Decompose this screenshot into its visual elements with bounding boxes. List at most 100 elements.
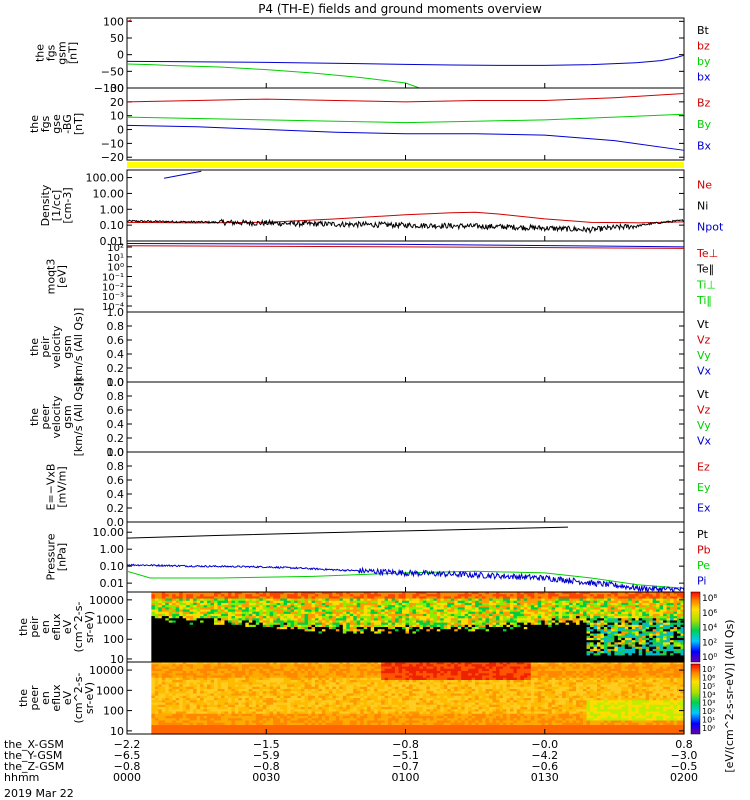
heatmap-cell (624, 598, 629, 602)
heatmap-cell (241, 655, 246, 659)
heatmap-cell (596, 607, 602, 611)
heatmap-cell (485, 659, 490, 663)
heatmap-cell (520, 640, 525, 643)
heatmap-cell (391, 605, 396, 608)
heatmap-cell (200, 594, 205, 597)
heatmap-cell (346, 624, 351, 628)
heatmap-cell (234, 642, 239, 646)
heatmap-cell (621, 598, 626, 602)
heatmap-cell (586, 618, 591, 622)
heatmap-cell (454, 596, 459, 600)
heatmap-cell (241, 594, 246, 597)
heatmap-cell (551, 613, 556, 617)
heatmap-cell (412, 633, 417, 637)
heatmap-cell (311, 600, 316, 604)
heatmap-cell (541, 616, 546, 619)
heatmap-cell (440, 609, 445, 613)
heatmap-cell (234, 648, 239, 652)
heatmap-cell (534, 624, 539, 628)
heatmap-cell (227, 602, 233, 606)
heatmap-cell (137, 596, 142, 600)
heatmap-cell (436, 657, 441, 661)
heatmap-cell (266, 633, 271, 637)
heatmap-cell (200, 607, 205, 611)
heatmap-cell (586, 659, 591, 663)
heatmap-cell (527, 622, 532, 626)
heatmap-cell (353, 611, 358, 615)
heatmap-cell (360, 655, 365, 659)
heatmap-cell (551, 609, 556, 613)
heatmap-cell (147, 609, 152, 613)
series-Pe (126, 570, 685, 589)
heatmap-cell (367, 631, 372, 635)
heatmap-cell (311, 605, 316, 608)
heatmap-cell (586, 640, 591, 643)
heatmap-cell (489, 631, 494, 635)
heatmap-cell (576, 609, 581, 613)
heatmap-cell (402, 609, 407, 613)
heatmap-cell (248, 629, 253, 632)
heatmap-cell (562, 622, 567, 626)
heatmap-cell (182, 637, 187, 641)
heatmap-cell (593, 596, 598, 600)
heatmap-cell (179, 609, 184, 613)
heatmap-cell (391, 596, 396, 600)
heatmap-cell (586, 602, 591, 606)
heatmap-cell (583, 657, 588, 661)
heatmap-cell (607, 657, 612, 661)
heatmap-cell (530, 598, 535, 602)
heatmap-cell (638, 592, 643, 595)
heatmap-cell (509, 635, 515, 639)
heatmap-cell (297, 602, 302, 606)
heatmap-cell (294, 600, 299, 604)
heatmap-cell (308, 637, 313, 641)
heatmap-cell (576, 618, 581, 622)
heatmap-cell (325, 618, 330, 622)
heatmap-cell (527, 620, 532, 624)
heatmap-cell (346, 596, 351, 600)
heatmap-cell (273, 629, 278, 632)
heatmap-cell (154, 642, 159, 646)
heatmap-cell (506, 657, 511, 661)
heatmap-cell (450, 659, 455, 663)
heatmap-cell (555, 609, 560, 613)
heatmap-cell (398, 635, 403, 639)
heatmap-cell (179, 651, 184, 654)
heatmap-cell (583, 642, 588, 646)
heatmap-cell (447, 642, 452, 646)
heatmap-cell (551, 598, 556, 602)
heatmap-cell (137, 635, 142, 639)
heatmap-cell (402, 602, 407, 606)
heatmap-cell (461, 653, 466, 657)
heatmap-cell (266, 629, 271, 632)
heatmap-cell (374, 620, 379, 624)
heatmap-cell (593, 633, 598, 637)
heatmap-cell (534, 611, 539, 615)
heatmap-cell (461, 600, 466, 604)
heatmap-cell (342, 633, 347, 637)
heatmap-cell (569, 620, 574, 624)
heatmap-cell (349, 600, 354, 604)
heatmap-cell (370, 618, 375, 622)
heatmap-cell (360, 646, 365, 650)
heatmap-cell (631, 592, 636, 595)
heatmap-cell (555, 613, 560, 617)
heatmap-cell (551, 592, 556, 595)
heatmap-cell (308, 633, 313, 637)
heatmap-cell (308, 602, 313, 606)
heatmap-cell (349, 620, 354, 624)
heatmap-cell (523, 609, 528, 613)
heatmap-cell (130, 622, 135, 626)
heatmap-cell (478, 648, 483, 652)
heatmap-cell (304, 648, 309, 652)
y-tick-label: −10 (101, 137, 124, 150)
heatmap-cell (464, 607, 469, 611)
heatmap-cell (238, 627, 243, 630)
heatmap-cell (593, 592, 598, 595)
y-tick-label: 20 (110, 96, 124, 109)
heatmap-cell (391, 631, 396, 635)
heatmap-cell (238, 640, 243, 643)
heatmap-cell (207, 624, 212, 628)
heatmap-cell (158, 637, 163, 641)
heatmap-cell (172, 602, 177, 606)
